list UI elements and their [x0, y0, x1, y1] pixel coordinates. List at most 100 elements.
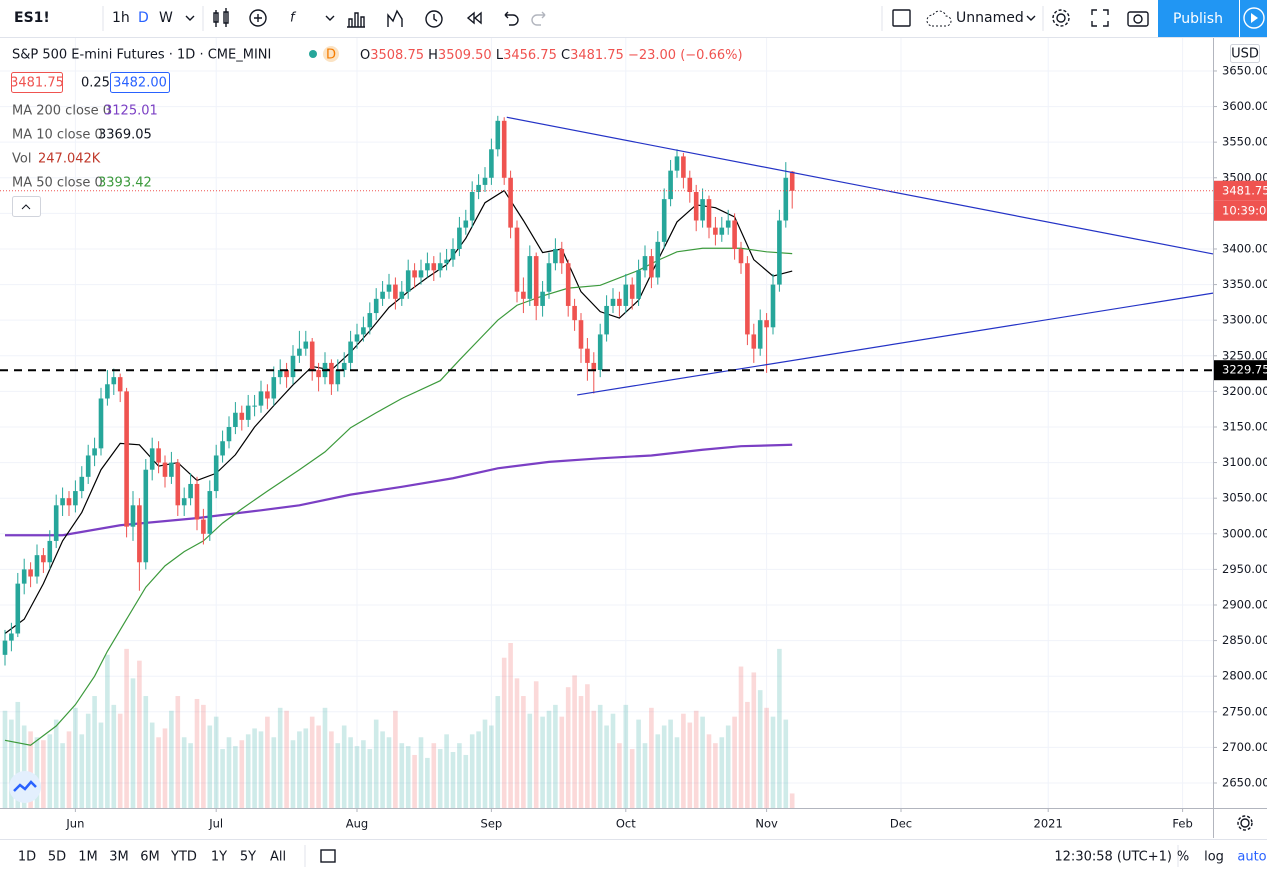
range-button[interactable]: 1M — [78, 850, 98, 865]
cloud-icon[interactable] — [926, 10, 952, 27]
ask[interactable]: 3482.00 — [113, 76, 167, 91]
logo[interactable] — [9, 771, 41, 803]
volume-bar — [53, 719, 59, 808]
volume-bar — [495, 696, 501, 808]
candle-body — [482, 177, 488, 185]
clock[interactable]: 12:30:58 (UTC+1) — [1054, 850, 1172, 865]
volume-bar — [399, 743, 405, 808]
volume-bar — [789, 793, 795, 808]
financials-icon[interactable] — [347, 12, 365, 28]
volume-bar — [578, 696, 584, 808]
volume-bar — [738, 666, 744, 808]
range-button[interactable]: YTD — [170, 850, 197, 865]
volume-bar — [207, 725, 213, 808]
range-button[interactable]: 1Y — [211, 850, 227, 865]
range-button[interactable]: 1D — [18, 850, 36, 865]
templates-icon[interactable] — [387, 9, 403, 27]
volume-bar — [629, 749, 635, 808]
dropdown-icon[interactable] — [185, 15, 195, 21]
legend-label: MA 50 close 0 — [12, 176, 103, 191]
redo-icon[interactable] — [531, 11, 546, 26]
percent-toggle[interactable]: % — [1177, 850, 1189, 865]
bid[interactable]: 3481.75 — [10, 76, 64, 91]
snapshot-icon[interactable] — [1127, 11, 1149, 27]
countdown: 10:39:01 — [1222, 203, 1267, 217]
candle-body — [258, 391, 264, 406]
volume-bar — [258, 731, 264, 808]
publish-label[interactable]: Publish — [1173, 11, 1223, 27]
range-button[interactable]: 3M — [109, 850, 129, 865]
fullscreen-icon[interactable] — [1091, 9, 1109, 27]
select-icon[interactable] — [892, 9, 911, 27]
volume-bar — [693, 710, 699, 808]
candle-body — [457, 227, 462, 249]
candle-body — [361, 327, 366, 335]
settings-icon[interactable] — [1056, 13, 1066, 23]
ohlc-label: H — [428, 48, 438, 63]
volume-bar — [565, 687, 571, 808]
candle-body — [28, 569, 33, 577]
candle-body — [143, 469, 149, 563]
axis-settings — [1237, 815, 1253, 831]
volume-bar — [597, 704, 603, 808]
volume-bar — [335, 743, 341, 808]
candle-body — [309, 341, 315, 371]
candle-body — [79, 476, 85, 492]
compare-icon[interactable] — [249, 9, 267, 27]
volume-bar — [169, 710, 174, 808]
layout-name[interactable]: Unnamed — [956, 10, 1024, 26]
volume-bar — [21, 725, 27, 808]
candle-body — [738, 248, 744, 264]
range-button[interactable]: 6M — [140, 850, 160, 865]
ohlc-label: O — [360, 48, 370, 63]
range-button[interactable]: 5Y — [240, 850, 256, 865]
volume-bar — [284, 710, 289, 808]
chart-title: S&P 500 E-mini Futures · 1D · CME_MINI — [12, 48, 271, 63]
ask-box[interactable] — [110, 72, 170, 93]
candle-body — [73, 491, 78, 506]
volume-bar — [591, 710, 597, 808]
volume-bar — [28, 731, 33, 808]
interval[interactable]: W — [159, 10, 173, 26]
volume-bar — [111, 704, 117, 808]
range-button[interactable]: All — [270, 850, 286, 865]
compare-icon — [254, 14, 262, 22]
volume-bar — [546, 710, 552, 808]
candle-body — [565, 263, 571, 306]
candle-body — [316, 370, 321, 378]
bid-box[interactable] — [11, 72, 63, 93]
volume-bar — [201, 704, 206, 808]
alert-icon[interactable] — [425, 10, 443, 28]
publish-button[interactable] — [1158, 0, 1239, 37]
volume-bar — [297, 731, 302, 808]
indicators-icon[interactable]: f — [290, 11, 297, 26]
chart-type-icon[interactable] — [213, 8, 229, 27]
collapse-button[interactable] — [12, 196, 41, 217]
undo-icon[interactable] — [504, 11, 519, 26]
interval[interactable]: 1h — [112, 10, 130, 26]
replay-icon[interactable] — [466, 11, 482, 25]
auto-toggle[interactable]: auto — [1237, 850, 1266, 865]
symbol[interactable]: ES1! — [14, 10, 50, 26]
candle-body — [713, 227, 718, 235]
volume-bar — [265, 716, 270, 808]
volume-bar — [469, 734, 475, 808]
date-range-icon[interactable] — [320, 849, 336, 863]
dropdown-icon[interactable] — [325, 15, 335, 21]
currency[interactable]: USD — [1231, 47, 1259, 62]
interval[interactable]: D — [138, 10, 149, 26]
currency-box[interactable] — [1230, 44, 1260, 63]
y-tick-label: 3150.00 — [1222, 419, 1267, 433]
volume-bar — [489, 725, 494, 808]
volume-bar — [213, 716, 219, 808]
axis-settings[interactable] — [1240, 818, 1250, 828]
candle-body — [463, 220, 469, 228]
candle-body — [425, 263, 430, 271]
volume-bar — [655, 734, 661, 808]
candle-body — [431, 263, 437, 271]
dropdown-icon[interactable] — [1026, 15, 1036, 21]
range-button[interactable]: 5D — [48, 850, 66, 865]
volume-bar — [636, 719, 641, 808]
log-toggle[interactable]: log — [1204, 850, 1224, 865]
ohlc-value: 3508.75 — [370, 48, 424, 63]
